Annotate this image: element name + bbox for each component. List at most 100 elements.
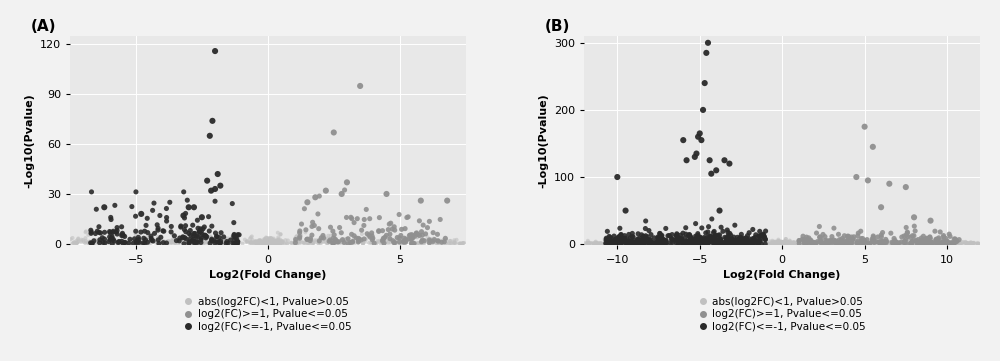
Point xyxy=(830,240,846,246)
Point xyxy=(963,240,979,246)
Point xyxy=(603,241,619,247)
Point xyxy=(123,238,139,244)
Point xyxy=(658,241,674,247)
Point xyxy=(243,235,259,240)
Point xyxy=(334,191,350,197)
Point xyxy=(938,241,954,247)
Point xyxy=(90,239,106,245)
Point xyxy=(101,239,117,244)
Point xyxy=(741,230,757,236)
Point xyxy=(906,237,922,243)
Point xyxy=(243,240,259,245)
Point xyxy=(698,241,714,247)
Point xyxy=(775,241,791,247)
Point xyxy=(327,235,343,241)
Point xyxy=(456,240,472,246)
Point xyxy=(855,236,871,242)
Point xyxy=(612,238,628,243)
Point xyxy=(379,191,395,197)
Point xyxy=(769,240,785,246)
Point xyxy=(355,240,371,246)
Point xyxy=(773,241,789,247)
Point xyxy=(229,241,245,247)
Point xyxy=(759,240,775,245)
Point xyxy=(187,239,203,245)
Point xyxy=(907,228,923,234)
Point xyxy=(158,240,174,246)
Point xyxy=(811,241,827,247)
X-axis label: Log2(Fold Change): Log2(Fold Change) xyxy=(723,270,841,280)
Point xyxy=(219,239,235,244)
Point xyxy=(266,241,282,247)
Point xyxy=(579,240,595,246)
Point xyxy=(693,241,709,247)
Point xyxy=(767,241,783,247)
Point xyxy=(231,239,247,245)
Point xyxy=(700,240,716,246)
Point xyxy=(633,240,649,246)
Point xyxy=(439,198,455,204)
Point xyxy=(819,239,835,245)
Point xyxy=(361,232,377,238)
Point xyxy=(939,240,955,245)
Point xyxy=(219,238,235,243)
Point xyxy=(706,239,722,245)
Point xyxy=(101,240,117,245)
Point xyxy=(625,241,641,247)
Point xyxy=(179,197,195,203)
Point xyxy=(74,237,90,243)
Point xyxy=(791,241,807,247)
Point xyxy=(593,240,609,246)
Point xyxy=(922,234,938,240)
Point xyxy=(692,234,708,240)
Point xyxy=(334,239,350,245)
Point xyxy=(785,241,801,247)
Point xyxy=(822,240,838,246)
Point xyxy=(186,239,202,244)
Point xyxy=(895,239,911,245)
Point xyxy=(674,236,690,242)
Point xyxy=(924,241,940,247)
Point xyxy=(700,239,716,244)
Point xyxy=(763,241,779,247)
Point xyxy=(266,241,282,247)
Point xyxy=(958,241,974,247)
Point xyxy=(785,240,801,245)
Point xyxy=(606,241,622,247)
Point xyxy=(94,235,110,241)
Point xyxy=(765,241,781,247)
Point xyxy=(773,241,789,247)
Point xyxy=(865,241,881,247)
Point xyxy=(441,240,457,246)
Point xyxy=(773,241,789,247)
Point xyxy=(251,240,267,246)
Point xyxy=(715,241,731,247)
Point xyxy=(697,239,713,245)
Point xyxy=(398,238,414,243)
Point xyxy=(951,241,967,247)
Point xyxy=(777,240,793,246)
Point xyxy=(399,214,415,220)
Point xyxy=(836,233,852,239)
Point xyxy=(143,233,159,239)
Point xyxy=(813,240,829,246)
Point xyxy=(653,241,669,247)
Point xyxy=(657,240,673,246)
Point xyxy=(775,241,791,247)
Point xyxy=(721,241,737,247)
Point xyxy=(769,241,785,247)
Point xyxy=(136,235,152,241)
Point xyxy=(778,241,794,247)
Point xyxy=(767,241,783,247)
Point xyxy=(161,239,177,245)
Point xyxy=(251,237,267,243)
Point xyxy=(776,241,792,247)
Point xyxy=(619,236,635,242)
Point xyxy=(87,231,103,236)
Point xyxy=(114,240,130,246)
Point xyxy=(103,217,119,222)
Point xyxy=(627,241,643,247)
Point xyxy=(701,238,717,244)
Point xyxy=(898,240,914,246)
Point xyxy=(828,239,844,245)
